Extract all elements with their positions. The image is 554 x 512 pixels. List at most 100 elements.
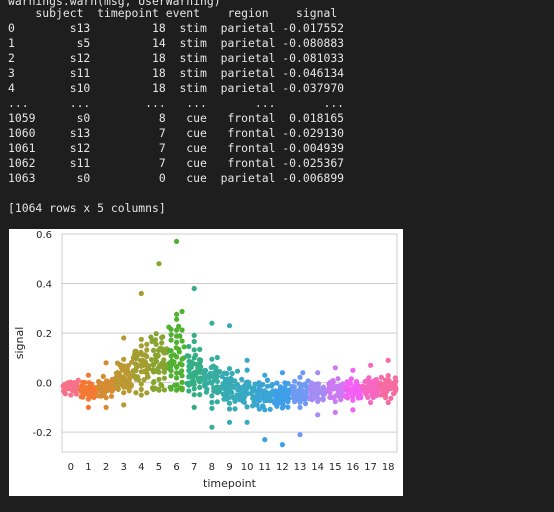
- swarm-point-t15: [332, 398, 338, 405]
- swarm-point-t6: [173, 345, 179, 351]
- swarm-point-t7: [191, 338, 197, 345]
- swarm-point-t18: [377, 380, 383, 386]
- y-tick-label: 0.2: [36, 329, 52, 340]
- swarm-point-t3: [115, 370, 121, 376]
- swarm-point-t14: [315, 381, 322, 387]
- swarm-point-t6: [166, 324, 172, 330]
- swarm-point-t13: [296, 381, 302, 387]
- swarm-point-t7: [196, 357, 202, 363]
- swarm-point-t6: [174, 382, 180, 388]
- swarm-point-t16: [350, 407, 356, 413]
- swarm-point-t6: [174, 387, 180, 393]
- swarm-point-t11: [269, 381, 275, 388]
- dataframe-ellipsis-row: ... ... ... ... ... ...: [8, 96, 345, 110]
- swarm-point-t13: [297, 432, 303, 438]
- swarm-point-t9: [229, 394, 236, 400]
- data-points: [60, 238, 399, 448]
- swarm-point-t15: [335, 376, 341, 382]
- swarm-point-t6: [174, 364, 180, 370]
- swarm-point-t16: [344, 379, 350, 385]
- x-tick-label: 14: [311, 462, 324, 473]
- swarm-point-t7: [186, 363, 192, 369]
- dataframe-row: 1059 s0 8 cue frontal 0.018165: [8, 111, 345, 125]
- swarm-point-t5: [152, 352, 159, 358]
- swarm-point-t2: [95, 393, 101, 399]
- swarm-point-t7: [191, 285, 197, 292]
- dataframe-header: subject timepoint event region signal: [8, 6, 338, 20]
- swarm-point-t2: [96, 378, 102, 385]
- x-tick-label: 16: [347, 462, 360, 473]
- swarm-point-t5: [157, 345, 163, 351]
- swarm-point-t5: [150, 367, 156, 373]
- swarm-point-t17: [368, 399, 374, 406]
- x-tick-label: 3: [121, 462, 127, 473]
- swarm-point-t11: [262, 437, 268, 443]
- swarm-point-t6: [174, 311, 180, 317]
- swarm-point-t13: [297, 404, 303, 410]
- swarm-point-t9: [226, 366, 233, 372]
- swarm-point-t7: [192, 352, 199, 358]
- swarm-point-t11: [260, 403, 266, 409]
- swarm-point-t6: [174, 238, 180, 244]
- swarm-point-t13: [292, 378, 298, 384]
- swarm-point-t6: [177, 333, 183, 339]
- swarm-point-t7: [184, 353, 190, 359]
- swarm-point-t4: [138, 392, 144, 398]
- swarm-point-t3: [125, 362, 132, 369]
- swarm-point-t17: [360, 383, 366, 389]
- swarm-point-t0: [75, 377, 81, 383]
- swarm-point-t1: [86, 380, 92, 386]
- swarm-point-t7: [191, 386, 197, 392]
- swarm-point-t9: [234, 368, 241, 374]
- swarm-point-t8: [209, 405, 215, 411]
- swarm-point-t5: [161, 357, 167, 363]
- x-axis-label: timepoint: [203, 477, 257, 490]
- swarm-point-t7: [191, 392, 197, 398]
- warning-text-fragment: warnings.warn(msg, UserWarning): [8, 0, 221, 8]
- x-tick-label: 15: [329, 462, 342, 473]
- swarm-point-t6: [177, 361, 183, 367]
- y-tick-label: 0.4: [36, 280, 52, 291]
- swarm-point-t1: [80, 379, 86, 385]
- swarm-point-t1: [85, 404, 91, 410]
- swarm-point-t6: [179, 379, 185, 385]
- swarm-point-t12: [272, 388, 278, 394]
- swarm-point-t12: [285, 404, 291, 410]
- swarm-point-t4: [144, 347, 150, 353]
- swarm-point-t4: [138, 386, 144, 392]
- swarm-plot: -0.20.00.20.40.6 0 1 2 3 4 5 6 7 8 9 10 11 12 13 14 15 1…: [13, 230, 399, 490]
- swarm-point-t18: [385, 357, 391, 363]
- swarm-point-t9: [229, 370, 235, 377]
- swarm-point-t4: [133, 348, 139, 354]
- swarm-point-t4: [132, 361, 138, 367]
- x-tick-label: 4: [138, 462, 144, 473]
- swarm-point-t5: [161, 387, 167, 393]
- swarm-point-t9: [226, 323, 233, 329]
- swarm-point-t13: [289, 383, 295, 389]
- swarm-point-t2: [100, 373, 106, 379]
- swarm-point-t6: [166, 348, 173, 354]
- swarm-point-t6: [181, 344, 187, 350]
- swarm-point-t10: [236, 384, 243, 390]
- swarm-point-t18: [383, 381, 389, 387]
- swarm-point-t3: [114, 360, 121, 366]
- swarm-point-t8: [207, 370, 214, 376]
- swarm-point-t10: [244, 404, 250, 410]
- swarm-point-t7: [197, 346, 203, 352]
- swarm-point-t6: [174, 316, 180, 322]
- swarm-point-t17: [373, 376, 379, 383]
- swarm-point-t14: [320, 396, 326, 402]
- dataframe-row: 1062 s11 7 cue frontal -0.025367: [8, 156, 345, 170]
- swarm-point-t6: [168, 337, 174, 343]
- swarm-point-t7: [190, 377, 196, 383]
- swarm-point-t11: [262, 388, 268, 394]
- swarm-point-t8: [202, 367, 208, 373]
- swarm-point-t18: [378, 374, 384, 380]
- swarm-point-t7: [197, 392, 203, 398]
- swarm-point-t8: [209, 399, 215, 405]
- swarm-point-t6: [174, 339, 180, 345]
- swarm-point-t8: [209, 393, 215, 399]
- x-tick-label: 6: [173, 462, 179, 473]
- swarm-point-t6: [168, 332, 174, 338]
- swarm-point-t7: [191, 332, 197, 338]
